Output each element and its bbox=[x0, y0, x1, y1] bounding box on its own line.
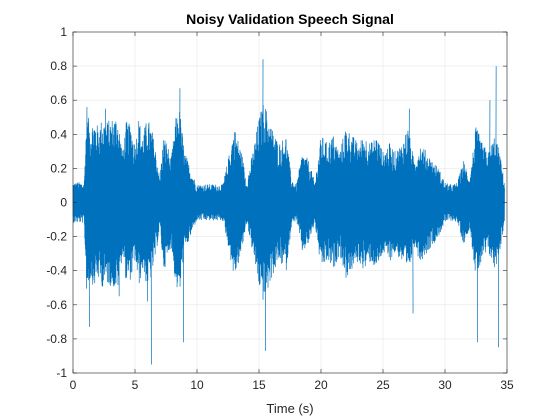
chart-title: Noisy Validation Speech Signal bbox=[186, 11, 394, 27]
x-tick-label: 30 bbox=[438, 378, 452, 392]
y-tick-label: 0.6 bbox=[50, 93, 67, 107]
y-tick-label: -0.6 bbox=[46, 298, 67, 312]
x-tick-label: 0 bbox=[70, 378, 77, 392]
y-tick-label: 0.2 bbox=[50, 161, 67, 175]
signal-series-line bbox=[72, 59, 505, 365]
x-tick-label: 5 bbox=[132, 378, 139, 392]
y-tick-label: 0 bbox=[60, 196, 67, 210]
tick-layer: 0 5 10 15 20 25 30 35 -1 -0.8 -0.6 -0.4 -0.2 0 0.2 0.4 0… bbox=[46, 25, 514, 392]
x-axis-label: Time (s) bbox=[266, 401, 313, 416]
y-tick-label: 0.4 bbox=[50, 127, 67, 141]
y-tick-label: -0.8 bbox=[46, 332, 67, 346]
y-tick-label: -0.2 bbox=[46, 230, 67, 244]
x-tick-label: 10 bbox=[190, 378, 204, 392]
y-tick-label: -1 bbox=[56, 366, 67, 380]
y-tick-label: 0.8 bbox=[50, 59, 67, 73]
y-tick-label: -0.4 bbox=[46, 264, 67, 278]
x-tick-label: 25 bbox=[376, 378, 390, 392]
x-tick-label: 20 bbox=[314, 378, 328, 392]
x-tick-label: 35 bbox=[500, 378, 514, 392]
y-tick-label: 1 bbox=[60, 25, 67, 39]
x-tick-label: 15 bbox=[252, 378, 266, 392]
